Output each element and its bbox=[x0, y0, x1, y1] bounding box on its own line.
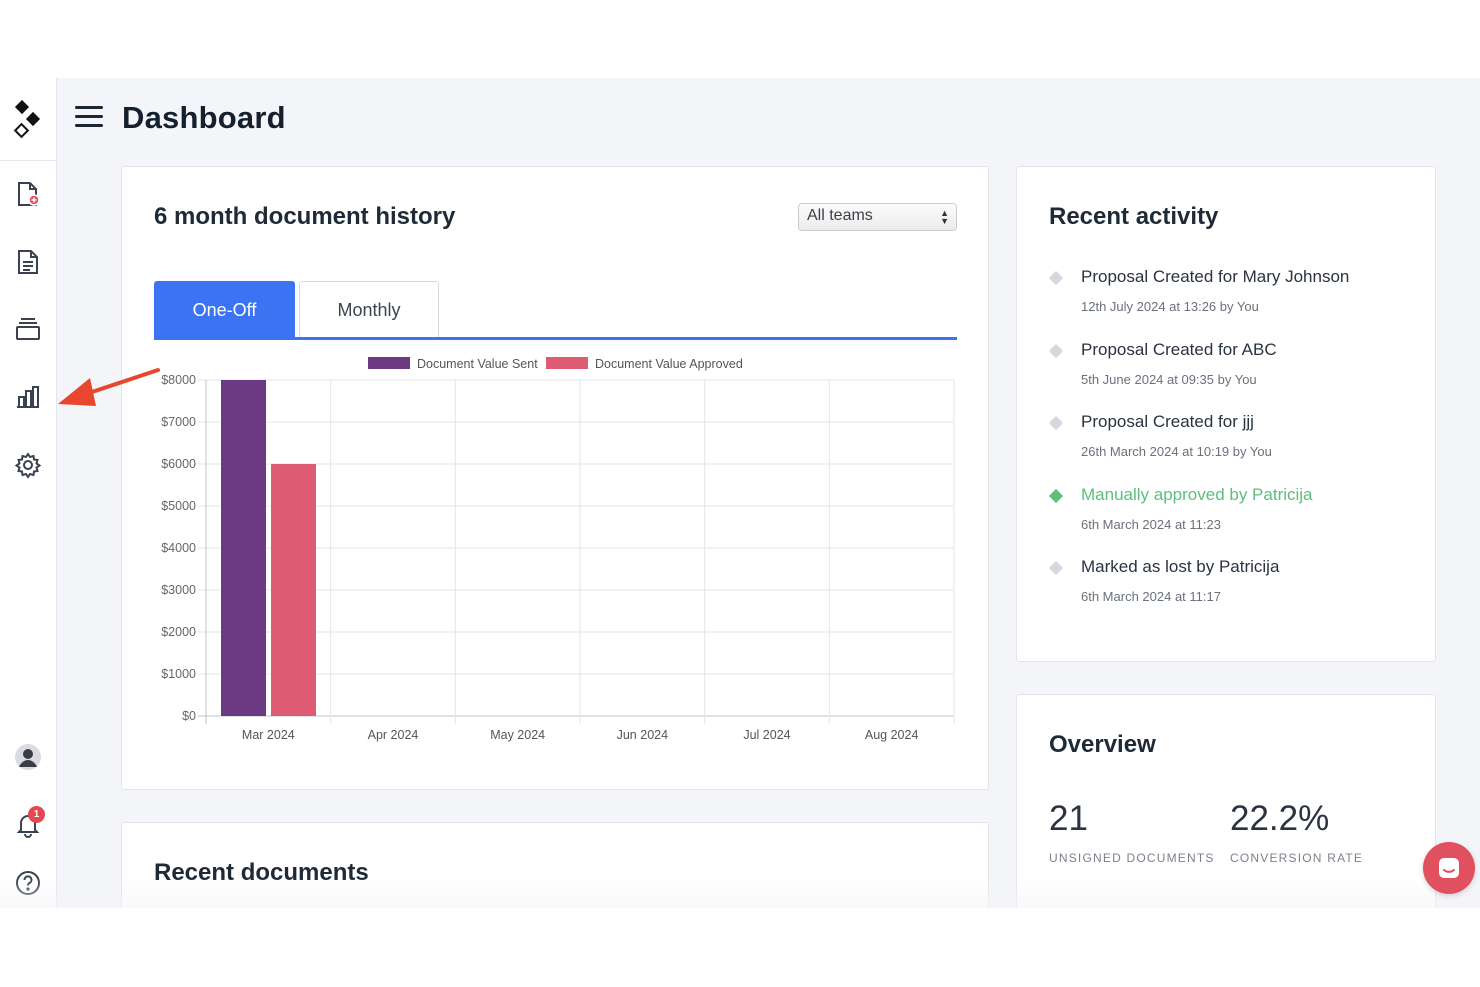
legend-label: Document Value Approved bbox=[595, 357, 743, 371]
overview-title: Overview bbox=[1049, 731, 1156, 758]
bar bbox=[221, 380, 266, 716]
y-tick-label: $8000 bbox=[161, 373, 196, 387]
unsigned-documents-value: 21 bbox=[1049, 799, 1088, 838]
y-tick-label: $0 bbox=[182, 709, 196, 723]
y-tick-label: $6000 bbox=[161, 457, 196, 471]
new-document-icon[interactable] bbox=[12, 178, 44, 210]
y-tick-label: $4000 bbox=[161, 541, 196, 555]
y-tick-label: $7000 bbox=[161, 415, 196, 429]
app-window: 1 Dashboard 6 month document history All… bbox=[0, 78, 1480, 908]
x-tick-label: Apr 2024 bbox=[368, 728, 419, 742]
templates-icon[interactable] bbox=[12, 313, 44, 345]
chat-icon bbox=[1439, 858, 1459, 878]
tab-underline bbox=[154, 337, 957, 340]
x-tick-label: Mar 2024 bbox=[242, 728, 295, 742]
activity-dot-icon bbox=[1048, 560, 1064, 576]
legend-swatch bbox=[546, 357, 588, 369]
x-tick-label: Jun 2024 bbox=[617, 728, 668, 742]
activity-text: Proposal Created for jjj bbox=[1081, 412, 1254, 431]
x-tick-label: Aug 2024 bbox=[865, 728, 919, 742]
chat-launcher-button[interactable] bbox=[1423, 842, 1475, 894]
activity-title: Recent activity bbox=[1049, 203, 1219, 230]
unsigned-documents-label: UNSIGNED DOCUMENTS bbox=[1049, 851, 1215, 865]
x-tick-label: Jul 2024 bbox=[743, 728, 790, 742]
y-tick-label: $2000 bbox=[161, 625, 196, 639]
document-icon[interactable] bbox=[12, 246, 44, 278]
document-history-card: 6 month document history All teams ▲ ▼ On… bbox=[121, 166, 989, 790]
sidebar: 1 bbox=[0, 78, 57, 908]
activity-text: Proposal Created for Mary Johnson bbox=[1081, 267, 1350, 286]
recent-activity-card: Recent activity Proposal Created for Mar… bbox=[1016, 166, 1436, 662]
y-tick-label: $5000 bbox=[161, 499, 196, 513]
logo-icon[interactable] bbox=[12, 100, 44, 142]
team-select-value: All teams bbox=[807, 207, 873, 224]
recent-documents-card: Recent documents bbox=[121, 822, 989, 908]
menu-hamburger-icon[interactable] bbox=[75, 106, 103, 130]
history-bar-chart: Document Value Sent Document Value Approv… bbox=[161, 357, 955, 742]
recent-documents-title: Recent documents bbox=[154, 859, 369, 886]
conversion-rate-value: 22.2% bbox=[1230, 799, 1330, 838]
bar bbox=[271, 464, 316, 716]
activity-text: Manually approved by Patricija bbox=[1081, 484, 1313, 504]
x-tick-label: May 2024 bbox=[490, 728, 545, 742]
activity-text: Proposal Created for ABC bbox=[1081, 339, 1277, 359]
activity-dot-icon bbox=[1048, 270, 1064, 286]
history-title: 6 month document history bbox=[154, 203, 456, 230]
legend-label: Document Value Sent bbox=[417, 357, 538, 371]
tab-monthly[interactable]: Monthly bbox=[299, 281, 439, 339]
y-tick-label: $3000 bbox=[161, 583, 196, 597]
activity-time: 6th March 2024 at 11:23 bbox=[1081, 516, 1221, 532]
team-select[interactable]: All teams ▲ ▼ bbox=[798, 203, 957, 231]
activity-time: 12th July 2024 at 13:26 by You bbox=[1081, 299, 1259, 314]
activity-time: 6th March 2024 at 11:17 bbox=[1081, 589, 1221, 604]
settings-gear-icon[interactable] bbox=[12, 449, 44, 481]
user-avatar-icon[interactable] bbox=[12, 741, 44, 773]
tab-one-off[interactable]: One-Off bbox=[154, 281, 295, 339]
activity-time: 26th March 2024 at 10:19 by You bbox=[1081, 444, 1272, 459]
activity-dot-icon bbox=[1048, 343, 1064, 358]
help-icon[interactable] bbox=[12, 867, 44, 899]
sidebar-divider bbox=[0, 160, 57, 161]
page-title: Dashboard bbox=[122, 100, 286, 135]
reports-bar-chart-icon[interactable] bbox=[12, 381, 44, 413]
select-arrows-icon: ▲ ▼ bbox=[940, 208, 949, 226]
conversion-rate-label: CONVERSION RATE bbox=[1230, 851, 1364, 865]
activity-dot-icon bbox=[1048, 488, 1064, 503]
overview-card: Overview 21 UNSIGNED DOCUMENTS 22.2% CON… bbox=[1016, 694, 1436, 908]
activity-text: Marked as lost by Patricija bbox=[1081, 557, 1280, 576]
y-tick-label: $1000 bbox=[161, 667, 196, 681]
activity-time: 5th June 2024 at 09:35 by You bbox=[1081, 371, 1257, 387]
activity-dot-icon bbox=[1048, 415, 1064, 431]
notification-badge: 1 bbox=[28, 806, 45, 823]
legend-swatch bbox=[368, 357, 410, 369]
